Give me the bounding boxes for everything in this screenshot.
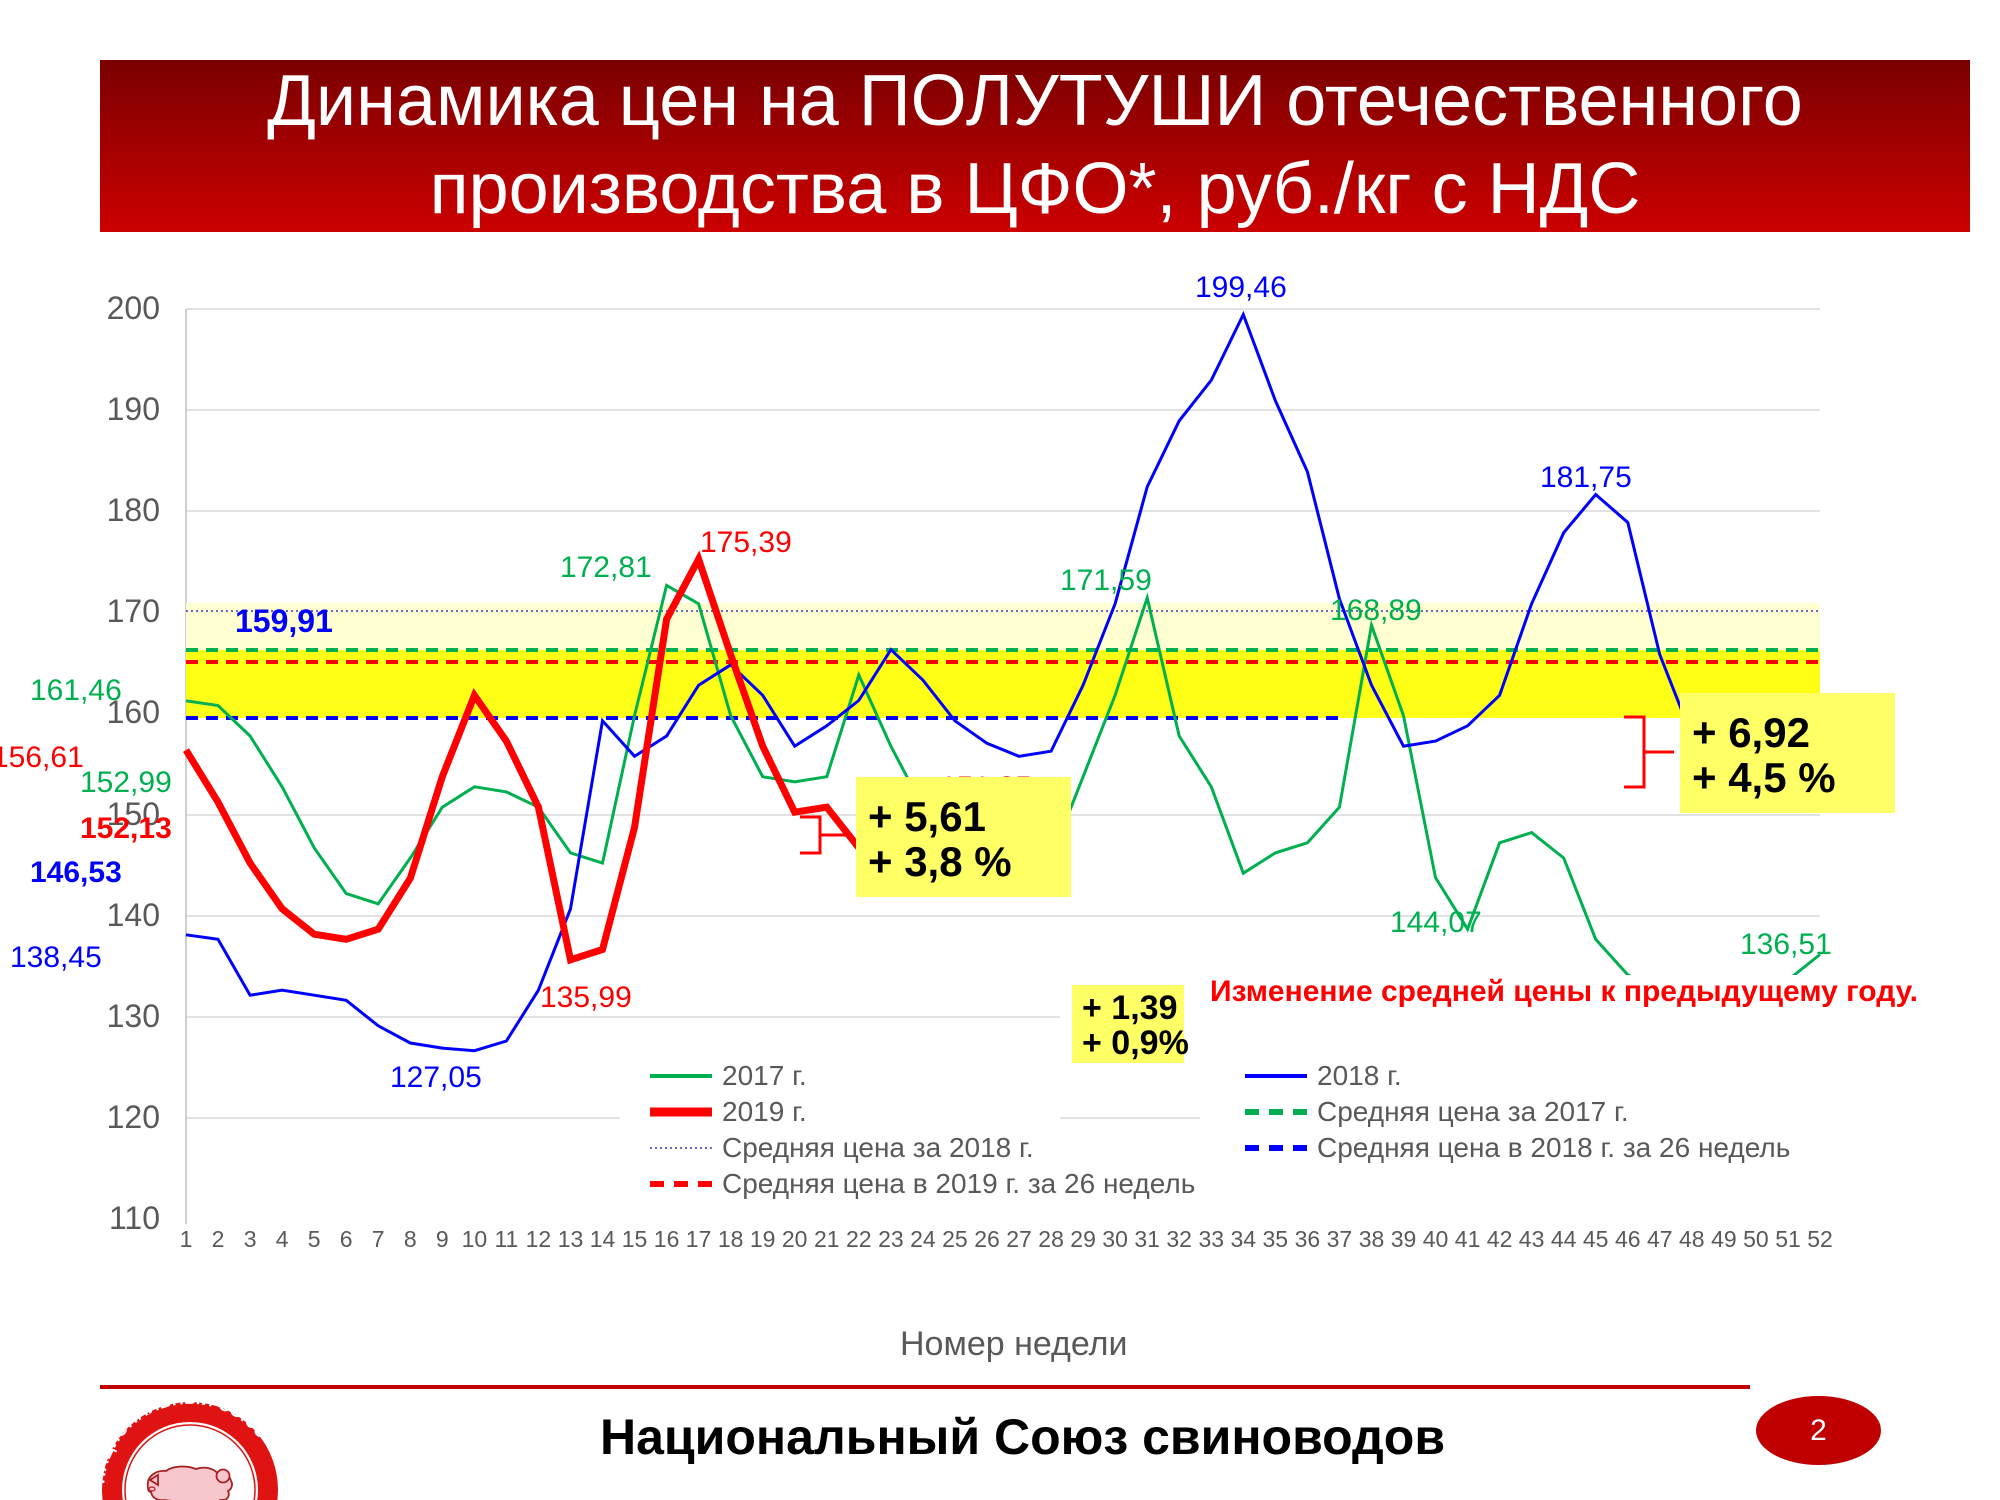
svg-text:12: 12: [526, 1226, 552, 1252]
svg-text:+ 0,9%: + 0,9%: [1082, 1024, 1189, 1062]
svg-text:175,39: 175,39: [700, 526, 792, 559]
svg-text:32: 32: [1166, 1226, 1192, 1252]
svg-text:9: 9: [436, 1226, 449, 1252]
svg-text:8: 8: [404, 1226, 417, 1252]
svg-text:30: 30: [1102, 1226, 1128, 1252]
svg-text:+ 1,39: + 1,39: [1082, 989, 1177, 1027]
svg-text:46: 46: [1615, 1226, 1641, 1252]
svg-text:42: 42: [1487, 1226, 1513, 1252]
svg-text:181,75: 181,75: [1540, 461, 1632, 494]
svg-text:136,51: 136,51: [1740, 928, 1832, 961]
svg-text:29: 29: [1070, 1226, 1096, 1252]
svg-text:31: 31: [1134, 1226, 1160, 1252]
svg-text:27: 27: [1006, 1226, 1032, 1252]
svg-text:51: 51: [1775, 1226, 1801, 1252]
svg-text:168,89: 168,89: [1330, 594, 1422, 627]
svg-text:135,99: 135,99: [540, 981, 632, 1014]
svg-text:+ 4,5 %: + 4,5 %: [1692, 754, 1836, 801]
svg-text:24: 24: [910, 1226, 936, 1252]
svg-text:23: 23: [878, 1226, 904, 1252]
svg-text:13: 13: [558, 1226, 584, 1252]
svg-text:7: 7: [372, 1226, 385, 1252]
svg-text:172,81: 172,81: [560, 551, 652, 584]
svg-text:170: 170: [107, 593, 160, 629]
svg-text:200: 200: [107, 290, 160, 326]
svg-text:+ 6,92: + 6,92: [1692, 709, 1810, 756]
svg-text:156,61: 156,61: [0, 741, 84, 774]
svg-text:+ 3,8 %: + 3,8 %: [868, 838, 1012, 885]
svg-text:18: 18: [718, 1226, 744, 1252]
svg-text:48: 48: [1679, 1226, 1705, 1252]
svg-text:41: 41: [1455, 1226, 1481, 1252]
svg-text:44: 44: [1551, 1226, 1577, 1252]
svg-text:47: 47: [1647, 1226, 1673, 1252]
svg-text:45: 45: [1583, 1226, 1609, 1252]
svg-text:180: 180: [107, 492, 160, 528]
svg-text:17: 17: [686, 1226, 712, 1252]
svg-text:171,59: 171,59: [1060, 564, 1152, 597]
svg-text:52: 52: [1807, 1226, 1833, 1252]
svg-text:26: 26: [974, 1226, 1000, 1252]
svg-text:152,99: 152,99: [80, 766, 172, 799]
svg-text:38: 38: [1359, 1226, 1385, 1252]
svg-text:15: 15: [622, 1226, 648, 1252]
svg-text:28: 28: [1038, 1226, 1064, 1252]
svg-text:199,46: 199,46: [1195, 271, 1287, 304]
svg-text:161,46: 161,46: [30, 674, 122, 707]
svg-text:110: 110: [109, 1200, 160, 1236]
svg-text:146,53: 146,53: [30, 856, 122, 889]
svg-text:127,05: 127,05: [390, 1061, 482, 1094]
svg-text:16: 16: [654, 1226, 680, 1252]
svg-text:5: 5: [308, 1226, 321, 1252]
svg-text:35: 35: [1263, 1226, 1289, 1252]
svg-text:19: 19: [750, 1226, 776, 1252]
svg-text:1: 1: [180, 1226, 193, 1252]
svg-text:34: 34: [1231, 1226, 1257, 1252]
svg-text:36: 36: [1295, 1226, 1321, 1252]
svg-text:11: 11: [494, 1226, 518, 1252]
svg-text:20: 20: [782, 1226, 808, 1252]
svg-text:140: 140: [107, 897, 160, 933]
svg-text:6: 6: [340, 1226, 353, 1252]
svg-text:138,45: 138,45: [10, 941, 102, 974]
svg-text:+ 5,61: + 5,61: [868, 793, 986, 840]
svg-text:14: 14: [590, 1226, 616, 1252]
svg-text:4: 4: [276, 1226, 289, 1252]
svg-text:22: 22: [846, 1226, 872, 1252]
svg-text:120: 120: [107, 1099, 160, 1135]
svg-text:159,91: 159,91: [235, 603, 333, 639]
svg-text:3: 3: [244, 1226, 257, 1252]
svg-text:10: 10: [462, 1226, 488, 1252]
svg-text:39: 39: [1391, 1226, 1417, 1252]
svg-text:37: 37: [1327, 1226, 1353, 1252]
svg-text:33: 33: [1199, 1226, 1225, 1252]
svg-text:190: 190: [107, 391, 160, 427]
svg-text:2: 2: [212, 1226, 225, 1252]
svg-text:130: 130: [107, 998, 160, 1034]
svg-text:43: 43: [1519, 1226, 1545, 1252]
svg-text:40: 40: [1423, 1226, 1449, 1252]
svg-text:21: 21: [814, 1226, 840, 1252]
svg-text:144,07: 144,07: [1390, 906, 1482, 939]
svg-text:49: 49: [1711, 1226, 1737, 1252]
svg-text:152,13: 152,13: [80, 812, 172, 845]
svg-text:50: 50: [1743, 1226, 1769, 1252]
svg-text:25: 25: [942, 1226, 968, 1252]
